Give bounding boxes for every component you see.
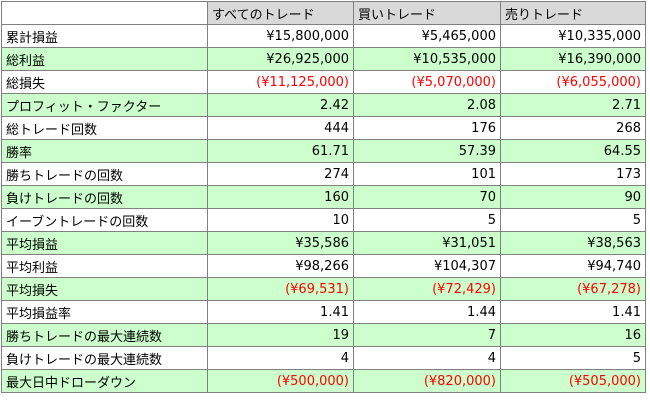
table-row: 勝率 61.71 57.39 64.55 (1, 139, 646, 163)
table-row: 勝ちトレードの最大連続数 19 7 16 (1, 323, 646, 347)
report-body: 累計損益 ¥15,800,000 ¥5,465,000 ¥10,335,000 総利益 ¥… (1, 24, 646, 393)
sell-trades-value: 64.55 (500, 139, 646, 163)
all-trades-value: 2.42 (207, 93, 354, 117)
buy-trades-value: (¥72,429) (353, 277, 501, 301)
table-row: 負けトレードの最大連続数 4 4 5 (1, 346, 646, 370)
all-trades-value: (¥11,125,000) (207, 70, 354, 94)
all-trades-value: (¥69,531) (207, 277, 354, 301)
row-label: イーブントレードの回数 (1, 208, 208, 232)
sell-trades-value: (¥67,278) (500, 277, 646, 301)
all-trades-value: 61.71 (207, 139, 354, 163)
header-corner-cell (1, 1, 208, 25)
buy-trades-value: (¥5,070,000) (353, 70, 501, 94)
header-buy-trades: 買いトレード (353, 1, 501, 25)
all-trades-value: ¥15,800,000 (207, 24, 354, 48)
table-row: 総損失 (¥11,125,000) (¥5,070,000) (¥6,055,000) (1, 70, 646, 94)
buy-trades-value: 70 (353, 185, 501, 209)
buy-trades-value: 176 (353, 116, 501, 140)
row-label: 平均損失 (1, 277, 208, 301)
buy-trades-value: 2.08 (353, 93, 501, 117)
header-all-trades: すべてのトレード (207, 1, 354, 25)
all-trades-value: 10 (207, 208, 354, 232)
table-row: 平均損益率 1.41 1.44 1.41 (1, 300, 646, 324)
all-trades-value: 444 (207, 116, 354, 140)
header-sell-trades: 売りトレード (500, 1, 646, 25)
sell-trades-value: 173 (500, 162, 646, 186)
buy-trades-value: 7 (353, 323, 501, 347)
row-label: プロフィット・ファクター (1, 93, 208, 117)
header-row: すべてのトレード 買いトレード 売りトレード (1, 1, 646, 25)
sell-trades-value: 90 (500, 185, 646, 209)
row-label: 勝率 (1, 139, 208, 163)
row-label: 負けトレードの回数 (1, 185, 208, 209)
sell-trades-value: (¥6,055,000) (500, 70, 646, 94)
all-trades-value: 274 (207, 162, 354, 186)
sell-trades-value: 5 (500, 346, 646, 370)
sell-trades-value: ¥38,563 (500, 231, 646, 255)
row-label: 累計損益 (1, 24, 208, 48)
table-row: 平均損失 (¥69,531) (¥72,429) (¥67,278) (1, 277, 646, 301)
buy-trades-value: (¥820,000) (353, 369, 501, 393)
all-trades-value: ¥35,586 (207, 231, 354, 255)
row-label: 総トレード回数 (1, 116, 208, 140)
sell-trades-value: ¥10,335,000 (500, 24, 646, 48)
row-label: 勝ちトレードの最大連続数 (1, 323, 208, 347)
table-row: 平均利益 ¥98,266 ¥104,307 ¥94,740 (1, 254, 646, 278)
all-trades-value: 160 (207, 185, 354, 209)
table-row: 最大日中ドローダウン (¥500,000) (¥820,000) (¥505,000) (1, 369, 646, 393)
sell-trades-value: 2.71 (500, 93, 646, 117)
sell-trades-value: ¥16,390,000 (500, 47, 646, 71)
table-row: イーブントレードの回数 10 5 5 (1, 208, 646, 232)
buy-trades-value: 1.44 (353, 300, 501, 324)
row-label: 平均利益 (1, 254, 208, 278)
table-row: プロフィット・ファクター 2.42 2.08 2.71 (1, 93, 646, 117)
buy-trades-value: ¥5,465,000 (353, 24, 501, 48)
buy-trades-value: ¥104,307 (353, 254, 501, 278)
table-row: 負けトレードの回数 160 70 90 (1, 185, 646, 209)
all-trades-value: 1.41 (207, 300, 354, 324)
sell-trades-value: 16 (500, 323, 646, 347)
all-trades-value: 19 (207, 323, 354, 347)
table-row: 総トレード回数 444 176 268 (1, 116, 646, 140)
all-trades-value: ¥26,925,000 (207, 47, 354, 71)
sell-trades-value: (¥505,000) (500, 369, 646, 393)
table-row: 勝ちトレードの回数 274 101 173 (1, 162, 646, 186)
row-label: 総利益 (1, 47, 208, 71)
row-label: 最大日中ドローダウン (1, 369, 208, 393)
buy-trades-value: ¥10,535,000 (353, 47, 501, 71)
row-label: 平均損益 (1, 231, 208, 255)
all-trades-value: 4 (207, 346, 354, 370)
table-row: 累計損益 ¥15,800,000 ¥5,465,000 ¥10,335,000 (1, 24, 646, 48)
buy-trades-value: 5 (353, 208, 501, 232)
sell-trades-value: 5 (500, 208, 646, 232)
row-label: 勝ちトレードの回数 (1, 162, 208, 186)
sell-trades-value: 1.41 (500, 300, 646, 324)
buy-trades-value: 4 (353, 346, 501, 370)
buy-trades-value: 101 (353, 162, 501, 186)
table-row: 総利益 ¥26,925,000 ¥10,535,000 ¥16,390,000 (1, 47, 646, 71)
all-trades-value: ¥98,266 (207, 254, 354, 278)
row-label: 総損失 (1, 70, 208, 94)
sell-trades-value: ¥94,740 (500, 254, 646, 278)
all-trades-value: (¥500,000) (207, 369, 354, 393)
sell-trades-value: 268 (500, 116, 646, 140)
row-label: 平均損益率 (1, 300, 208, 324)
table-row: 平均損益 ¥35,586 ¥31,051 ¥38,563 (1, 231, 646, 255)
row-label: 負けトレードの最大連続数 (1, 346, 208, 370)
performance-report-table: すべてのトレード 買いトレード 売りトレード 累計損益 ¥15,800,000 ¥5… (1, 1, 646, 393)
buy-trades-value: 57.39 (353, 139, 501, 163)
buy-trades-value: ¥31,051 (353, 231, 501, 255)
